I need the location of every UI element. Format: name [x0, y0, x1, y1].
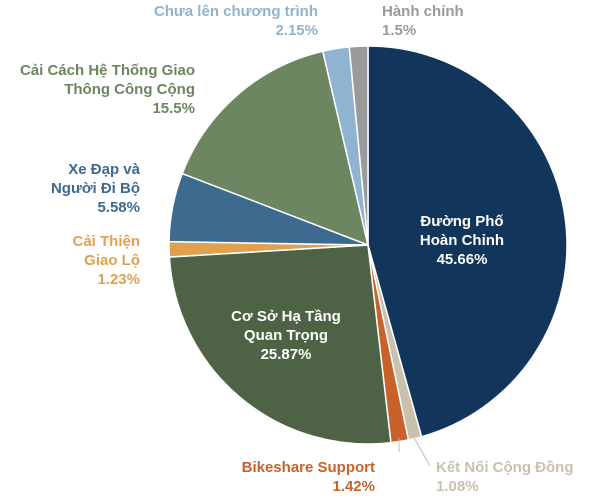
pie-slice — [348, 45, 369, 246]
category-label: Bikeshare Support — [241, 459, 375, 476]
value-label: 5.58% — [97, 199, 140, 216]
category-label: Cơ Sở Hạ Tầng Quan Trọng — [231, 308, 341, 344]
slice-label: Chưa lên chương trình 2.15% — [118, 2, 318, 40]
slice-label: Kết Nối Cộng Đồng 1.08% — [436, 458, 600, 496]
slice-label: Cơ Sở Hạ Tầng Quan Trọng 25.87% — [216, 307, 356, 364]
category-label: Kết Nối Cộng Đồng — [436, 459, 574, 476]
slice-label: Hành chính 1.5% — [382, 2, 532, 40]
category-label: Xe Đạp và Người Đi Bộ — [50, 161, 140, 197]
value-label: 25.87% — [260, 346, 312, 363]
slice-label: Đường Phố Hoàn Chỉnh 45.66% — [407, 212, 517, 269]
category-label: Cải Cách Hệ Thống Giao Thông Công Cộng — [19, 62, 195, 98]
value-label: 1.42% — [332, 478, 375, 495]
value-label: 2.15% — [275, 22, 318, 39]
category-label: Hành chính — [382, 3, 464, 20]
value-label: 1.5% — [382, 22, 417, 39]
slice-label: Bikeshare Support 1.42% — [205, 458, 375, 496]
pie-slice — [367, 45, 568, 438]
category-label: Đường Phố Hoàn Chỉnh — [419, 213, 505, 249]
pie-slice — [168, 244, 392, 445]
pie-slice — [181, 50, 370, 247]
slice-label: Cải Cách Hệ Thống Giao Thông Công Cộng 15… — [5, 61, 195, 118]
value-label: 45.66% — [436, 251, 488, 268]
category-label: Cải Thiện Giao Lộ — [72, 233, 140, 269]
value-label: 1.23% — [97, 271, 140, 288]
slice-label: Xe Đạp và Người Đi Bộ 5.58% — [35, 160, 140, 217]
value-label: 1.08% — [436, 478, 479, 495]
slice-label: Cải Thiện Giao Lộ 1.23% — [50, 232, 140, 289]
leader-line — [411, 433, 431, 467]
category-label: Chưa lên chương trình — [153, 3, 318, 20]
value-label: 15.5% — [152, 100, 195, 117]
